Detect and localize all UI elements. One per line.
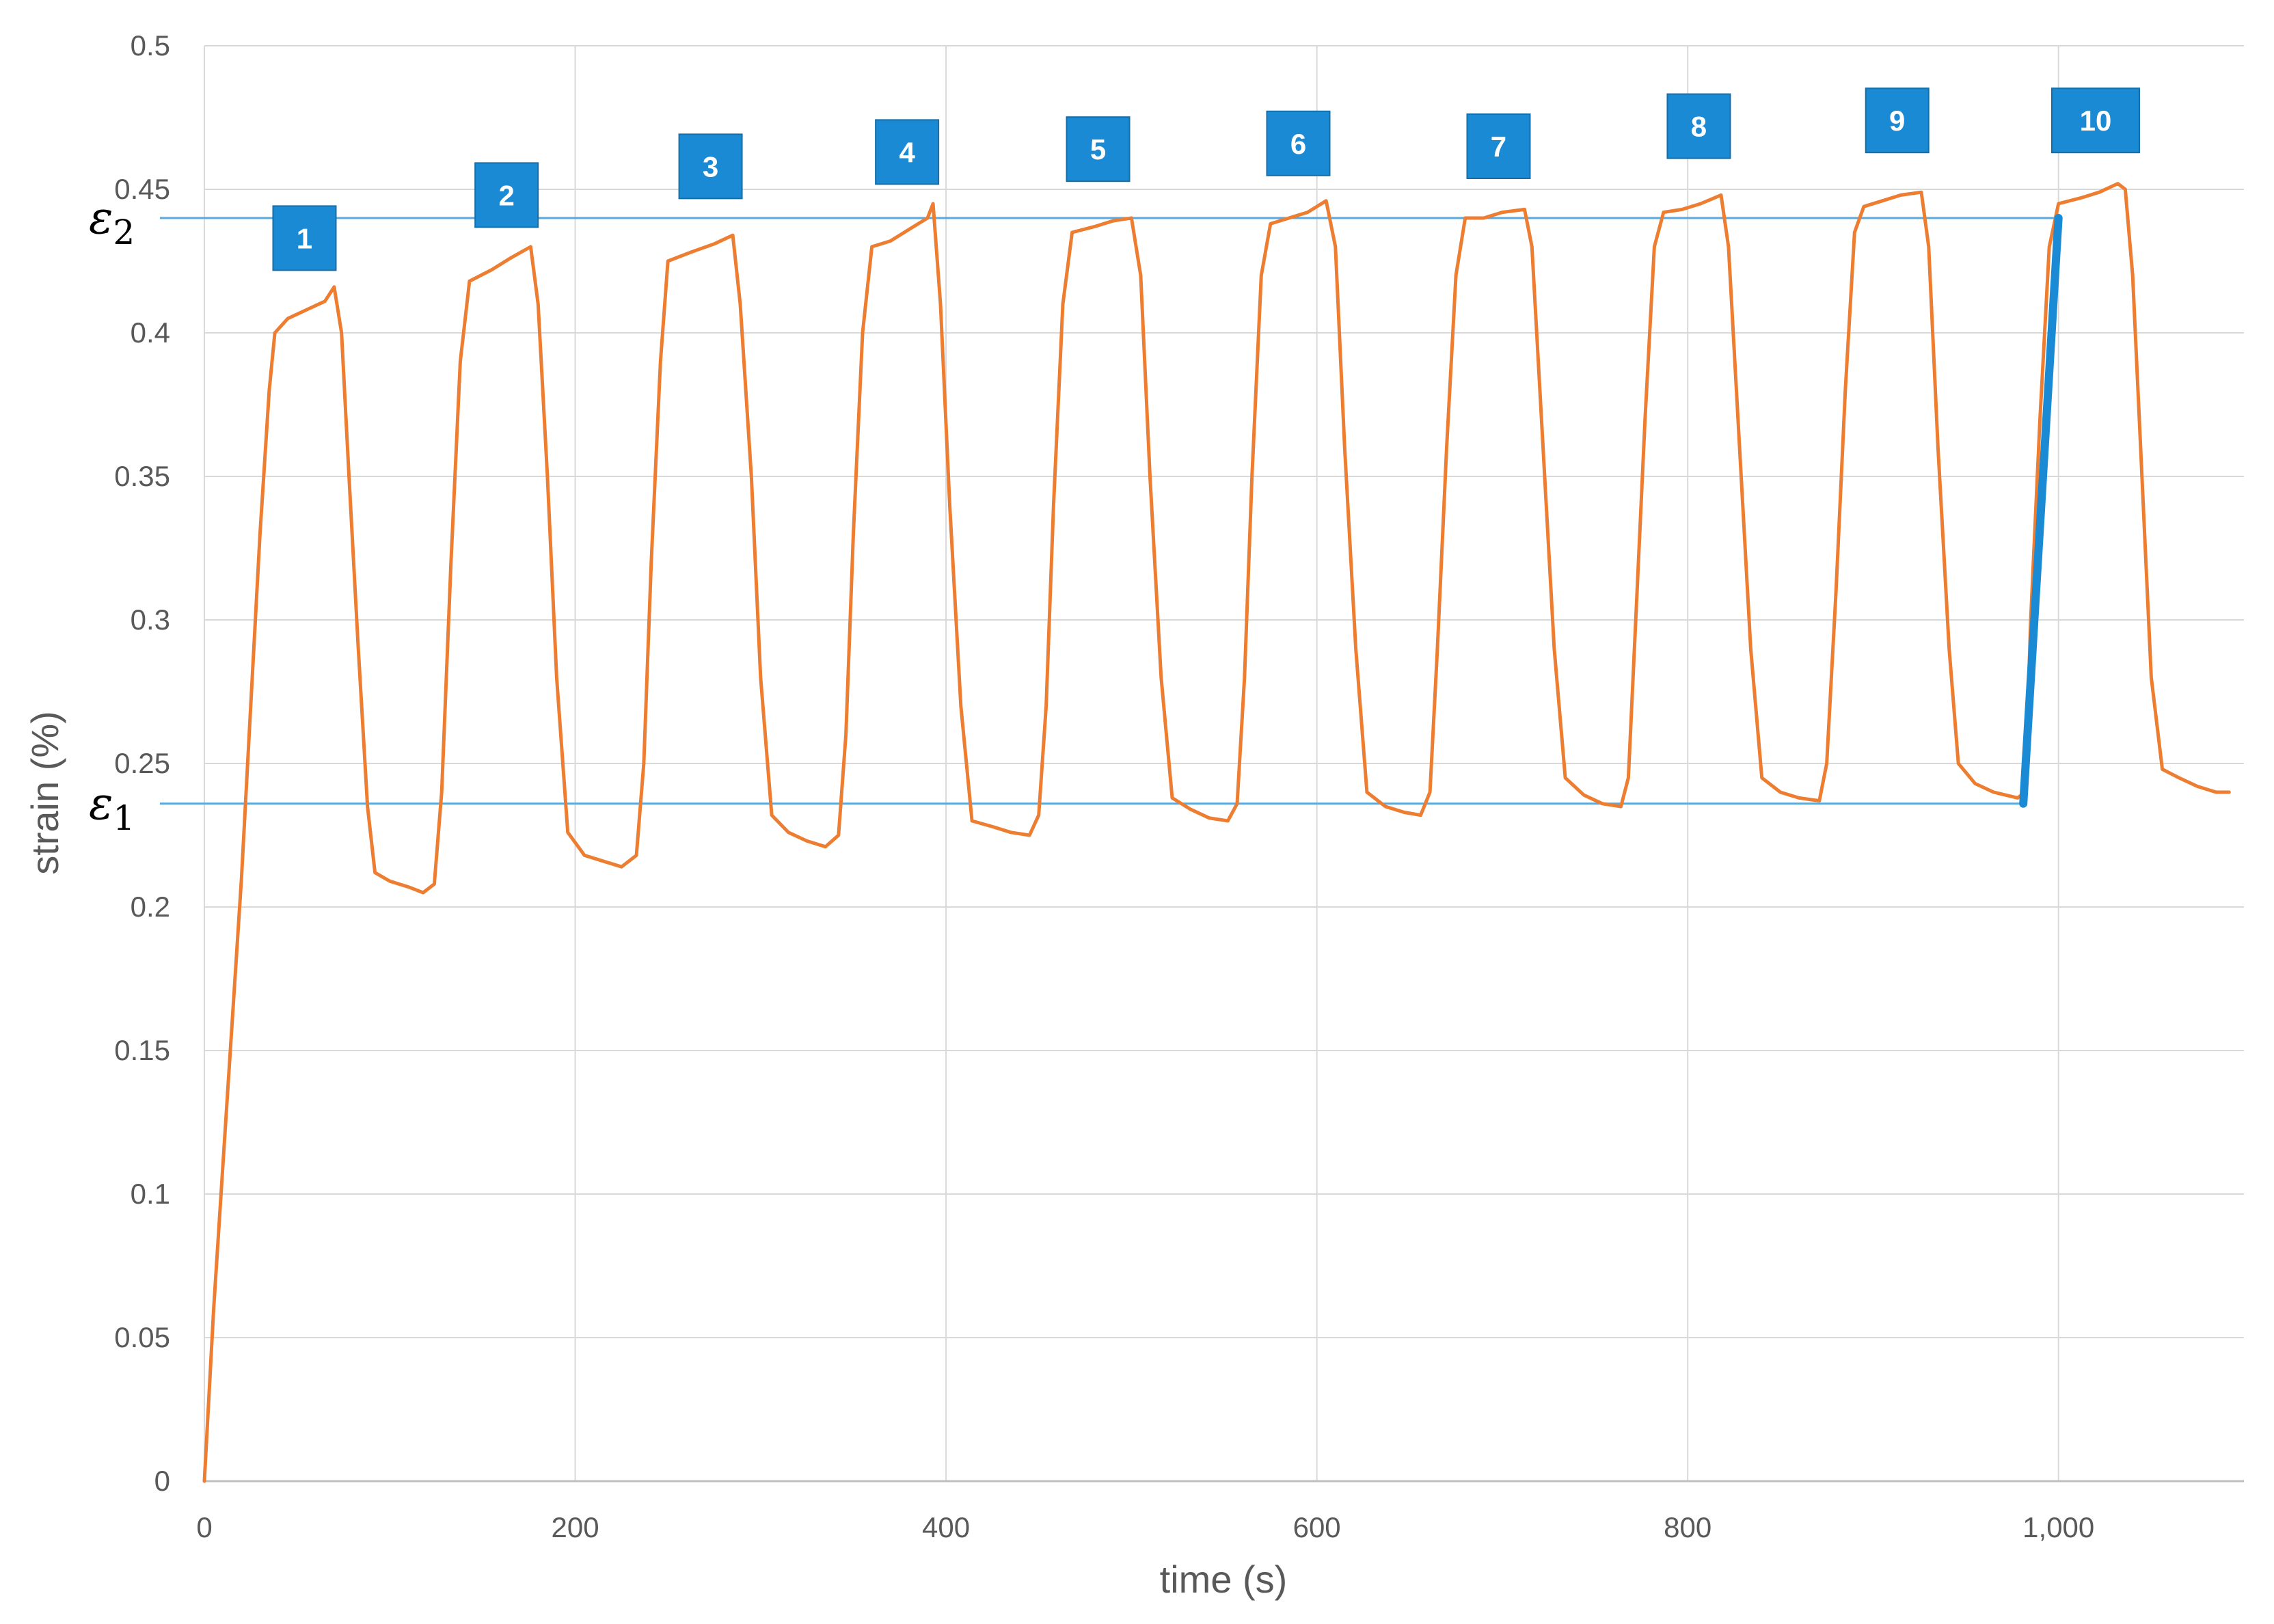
y-tick-label: 0.4 bbox=[131, 316, 170, 349]
callout-label: 9 bbox=[1889, 105, 1905, 137]
y-tick-label: 0 bbox=[154, 1465, 170, 1497]
callout-box bbox=[2050, 87, 2140, 154]
y-axis-title: strain (%) bbox=[23, 711, 66, 875]
callout-label: 6 bbox=[1290, 128, 1306, 160]
axes: 0 0.05 0.1 0.15 0.2 0.25 0.3 0.35 0.4 0.45 0.5 0 200… bbox=[114, 29, 2244, 1543]
callout-label: 2 bbox=[498, 179, 514, 211]
callout-box bbox=[678, 133, 743, 200]
callout-2: 2 bbox=[474, 162, 539, 228]
x-tick-label: 600 bbox=[1293, 1511, 1341, 1543]
callout-label: 7 bbox=[1491, 131, 1506, 163]
x-tick-label: 0 bbox=[196, 1511, 212, 1543]
data-series bbox=[202, 182, 2231, 1483]
callout-box bbox=[1666, 93, 1731, 159]
strain-series-line bbox=[202, 182, 2231, 1483]
callout-4: 4 bbox=[875, 119, 940, 185]
y-tick-label: 0.1 bbox=[131, 1178, 170, 1210]
callout-box bbox=[1266, 110, 1331, 176]
x-tick-label: 200 bbox=[552, 1511, 599, 1543]
callout-box bbox=[1066, 116, 1131, 182]
callout-label: 3 bbox=[703, 150, 718, 182]
reference-label-2: ε2 bbox=[89, 191, 135, 252]
reference-lines: ε2 ε1 bbox=[89, 191, 2063, 838]
x-tick-label: 400 bbox=[922, 1511, 970, 1543]
callout-8: 8 bbox=[1666, 93, 1731, 159]
reference-label-1: ε1 bbox=[89, 777, 135, 838]
callout-3: 3 bbox=[678, 133, 743, 200]
callout-6: 6 bbox=[1266, 110, 1331, 176]
y-tick-label: 0.15 bbox=[114, 1034, 170, 1066]
y-tick-label: 0.45 bbox=[114, 173, 170, 205]
y-tick-label: 0.25 bbox=[114, 747, 170, 779]
callout-box bbox=[1865, 87, 1930, 154]
x-axis-title: time (s) bbox=[1160, 1558, 1288, 1601]
callout-label: 10 bbox=[2080, 105, 2112, 137]
callout-5: 5 bbox=[1066, 116, 1131, 182]
x-tick-label: 1,000 bbox=[2022, 1511, 2094, 1543]
callout-7: 7 bbox=[1466, 113, 1531, 179]
callout-box bbox=[272, 205, 337, 271]
callout-1: 1 bbox=[272, 205, 337, 271]
callout-box bbox=[474, 162, 539, 228]
grid-lines bbox=[204, 45, 2244, 1482]
callout-label: 1 bbox=[297, 222, 312, 254]
callout-label: 8 bbox=[1691, 111, 1707, 143]
callout-10: 10 bbox=[2050, 87, 2140, 154]
callout-box bbox=[875, 119, 940, 185]
y-tick-label: 0.5 bbox=[131, 29, 170, 62]
highlight-segment-line bbox=[2019, 214, 2063, 808]
callout-9: 9 bbox=[1865, 87, 1930, 154]
callout-label: 5 bbox=[1090, 133, 1106, 165]
callout-box bbox=[1466, 113, 1531, 179]
x-tick-label: 800 bbox=[1664, 1511, 1711, 1543]
y-tick-label: 0.05 bbox=[114, 1321, 170, 1353]
cycle-callouts: 1 2 3 4 5 6 7 8 9 10 bbox=[272, 87, 2140, 271]
callout-label: 4 bbox=[899, 136, 915, 168]
y-tick-label: 0.3 bbox=[131, 604, 170, 636]
y-tick-label: 0.2 bbox=[131, 891, 170, 923]
y-tick-label: 0.35 bbox=[114, 460, 170, 492]
